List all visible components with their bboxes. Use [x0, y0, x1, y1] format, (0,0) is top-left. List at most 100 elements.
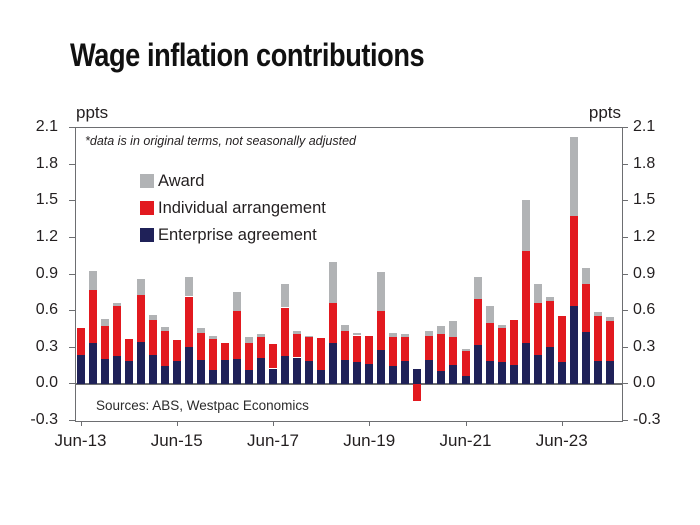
bar-segment-individual-Sep-20 [425, 335, 434, 360]
bar-segment-award-Mar-19 [353, 333, 362, 336]
bar-segment-individual-Dec-23 [581, 284, 590, 332]
bar-segment-award-Dec-21 [485, 306, 494, 324]
plot-area [75, 127, 623, 422]
y-label-left-0.6: 0.6 [35, 301, 58, 319]
y-tick-left-0.0 [69, 383, 75, 385]
bar-segment-individual-Sep-18 [329, 302, 338, 343]
bar-segment-enterprise-Jun-20 [413, 368, 422, 385]
bar-segment-individual-Sep-15 [184, 296, 193, 347]
y-axis-unit-right: ppts [588, 103, 621, 122]
bar-segment-individual-Sep-17 [281, 307, 289, 357]
y-tick-left-0.6 [69, 310, 75, 312]
bar-segment-enterprise-Sep-18 [329, 342, 338, 385]
x-label-Jun-13: Jun-13 [54, 431, 107, 450]
y-label-right-0.0: 0.0 [633, 374, 656, 392]
bar-segment-enterprise-Dec-18 [341, 360, 350, 385]
legend-item-enterprise-agreement: Enterprise agreement [140, 225, 326, 245]
bar-segment-enterprise-Mar-14 [112, 356, 121, 385]
y-tick-right-2.1 [622, 127, 628, 128]
y-tick-left-1.8 [69, 163, 75, 165]
bar-segment-individual-Mar-21 [449, 336, 458, 365]
bar-segment-enterprise-Dec-23 [581, 331, 590, 385]
bar-segment-individual-Jun-17 [269, 344, 277, 369]
y-tick-right-0.6 [622, 310, 628, 312]
bar-segment-award-Dec-20 [437, 325, 446, 335]
y-label-left-2.1: 2.1 [35, 118, 58, 135]
bar-segment-enterprise-Mar-17 [256, 357, 265, 385]
bar-segment-award-Mar-16 [208, 335, 217, 340]
bar-segment-individual-Dec-16 [244, 342, 253, 370]
y-tick-right-0.3 [622, 346, 628, 348]
legend-item-individual-arrangement: Individual arrangement [140, 198, 326, 218]
bar-segment-award-Sep-19 [377, 272, 386, 312]
legend: Award Individual arrangement Enterprise … [140, 171, 326, 252]
bar-segment-enterprise-Dec-21 [485, 361, 494, 385]
legend-item-award: Award [140, 171, 326, 191]
award-swatch-icon [140, 174, 154, 188]
bar-segment-individual-Sep-22 [521, 251, 530, 343]
bar-segment-enterprise-Dec-13 [100, 358, 109, 385]
y-label-right-2.1: 2.1 [633, 118, 656, 135]
bar-segment-enterprise-Sep-14 [136, 341, 145, 385]
y-label-right-0.3: 0.3 [633, 337, 656, 355]
bar-segment-individual-Dec-14 [148, 319, 157, 356]
bar-segment-enterprise-Dec-15 [196, 360, 205, 385]
bar-segment-award-Jun-24 [605, 317, 614, 321]
bar-segment-award-Mar-23 [545, 296, 554, 302]
y-tick-right-0.9 [622, 273, 628, 275]
bar-segment-enterprise-Sep-16 [232, 358, 241, 385]
y-label-right-1.8: 1.8 [633, 154, 656, 172]
x-label-Jun-21: Jun-21 [439, 431, 492, 450]
bar-segment-award-Sep-18 [329, 262, 338, 303]
bar-segment-enterprise-Dec-19 [389, 366, 398, 385]
bar-segment-award-Dec-22 [533, 284, 542, 303]
bar-segment-individual-Jun-14 [124, 339, 133, 362]
bar-segment-award-Sep-23 [569, 136, 578, 216]
bar-segment-award-Dec-13 [100, 318, 109, 326]
bar-segment-enterprise-Jun-18 [317, 369, 326, 385]
y-label-left-0.0: 0.0 [35, 374, 58, 392]
x-label-Jun-15: Jun-15 [150, 431, 203, 450]
legend-label-individual-arrangement: Individual arrangement [158, 198, 326, 217]
legend-label-enterprise-agreement: Enterprise agreement [158, 225, 317, 244]
bar-segment-enterprise-Jun-24 [605, 361, 614, 385]
bar-segment-enterprise-Sep-19 [377, 350, 386, 385]
bar-segment-award-Jun-21 [461, 349, 470, 352]
bar-segment-enterprise-Mar-15 [160, 366, 169, 385]
bar-segment-enterprise-Mar-24 [593, 361, 602, 385]
bar-segment-award-Sep-15 [184, 276, 193, 297]
bar-segment-individual-Jun-21 [461, 351, 470, 376]
bar-segment-award-Sep-16 [232, 291, 241, 312]
y-tick-left-1.2 [69, 236, 75, 238]
bar-segment-enterprise-Sep-23 [569, 306, 578, 385]
bar-segment-award-Sep-21 [473, 276, 482, 299]
bar-segment-enterprise-Jun-17 [269, 368, 277, 385]
y-label-left-0.9: 0.9 [35, 264, 58, 282]
bar-segment-individual-Sep-19 [377, 311, 386, 351]
bar-segment-award-Dec-19 [389, 333, 398, 337]
bar-segment-individual-Mar-15 [160, 330, 169, 367]
bar-segment-enterprise-Mar-16 [208, 369, 217, 385]
bar-segment-award-Mar-20 [401, 334, 410, 337]
bar-segment-enterprise-Jun-13 [76, 355, 85, 385]
y-tick-right-1.8 [622, 163, 628, 165]
bar-segment-individual-Dec-19 [389, 336, 398, 367]
bar-segment-individual-Mar-16 [208, 339, 217, 370]
bar-segment-award-Mar-14 [112, 302, 121, 307]
bar-segment-individual-Dec-20 [437, 334, 446, 371]
x-label-Jun-19: Jun-19 [343, 431, 396, 450]
chart-title: Wage inflation contributions [70, 37, 425, 73]
bar-segment-enterprise-Jun-19 [365, 363, 374, 385]
bar-segment-enterprise-Dec-22 [533, 355, 542, 385]
bar-segment-individual-Mar-22 [497, 328, 506, 363]
bar-segment-enterprise-Sep-13 [88, 342, 97, 385]
bar-segment-individual-Sep-21 [473, 298, 482, 346]
bar-segment-award-Dec-23 [581, 268, 590, 285]
x-tick-Jun-23 [561, 421, 563, 426]
bar-segment-award-Sep-20 [425, 330, 434, 336]
y-tick-right-1.2 [622, 236, 628, 238]
bar-segment-individual-Jun-16 [220, 342, 229, 360]
y-label-left-0.3: 0.3 [35, 337, 58, 355]
bar-segment-enterprise-Sep-21 [473, 345, 482, 385]
bar-segment-individual-Jun-24 [605, 320, 614, 362]
